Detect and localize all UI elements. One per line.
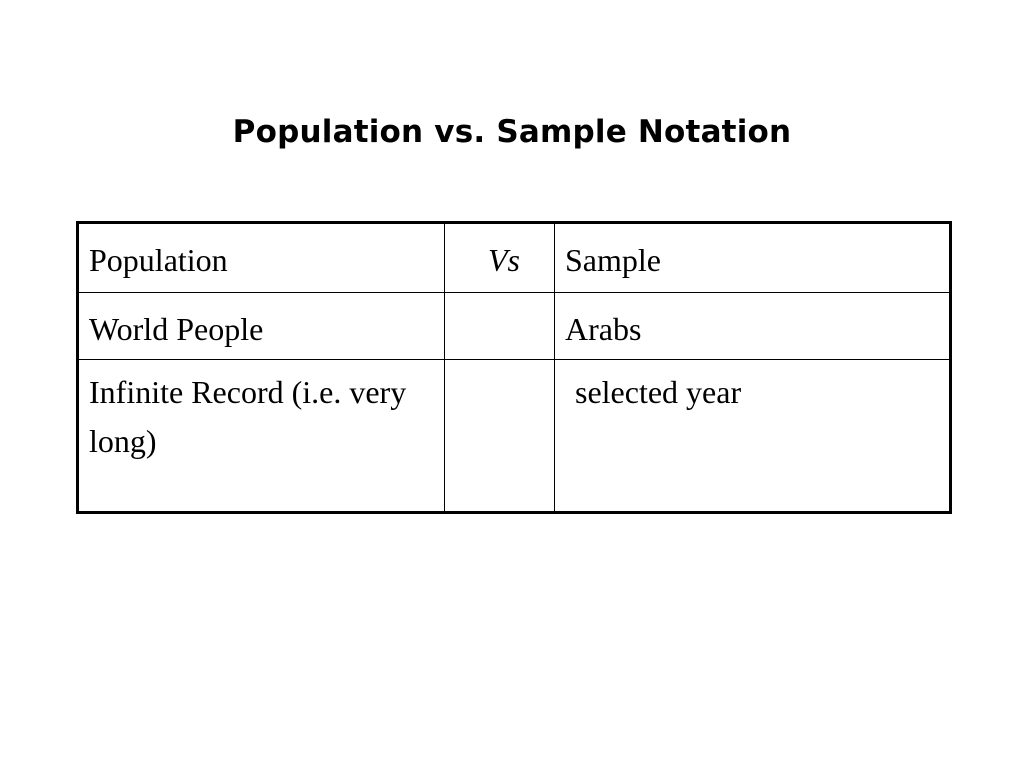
notation-table: Population Vs Sample World People Arabs … (76, 221, 952, 514)
vs-cell (444, 292, 555, 360)
population-cell: Population (77, 222, 445, 293)
table-row: World People Arabs (77, 292, 951, 360)
vs-cell: Vs (444, 222, 555, 293)
vs-cell (444, 359, 555, 513)
population-cell: Infinite Record (i.e. very long) (77, 359, 445, 513)
sample-cell: Arabs (554, 292, 951, 360)
table-row: Infinite Record (i.e. very long) selecte… (77, 359, 951, 513)
sample-cell: selected year (554, 359, 951, 513)
sample-cell: Sample (554, 222, 951, 293)
slide-title: Population vs. Sample Notation (232, 114, 792, 150)
table-row: Population Vs Sample (77, 222, 951, 293)
population-cell: World People (77, 292, 445, 360)
